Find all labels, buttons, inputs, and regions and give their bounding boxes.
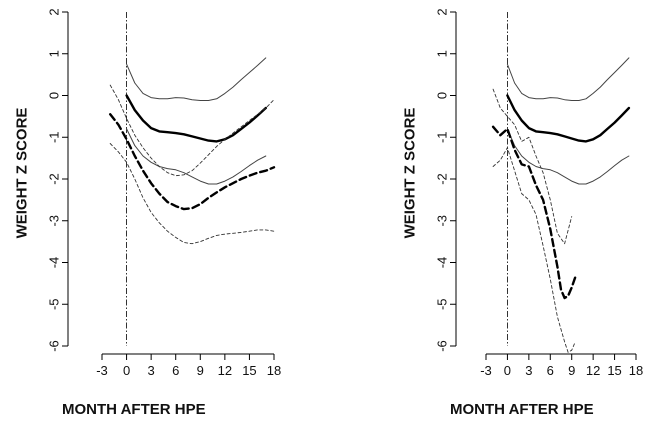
x-tick-label: 0 — [504, 363, 511, 378]
y-axis-title: WEIGHT Z SCORE — [14, 108, 31, 239]
x-tick-label: 12 — [218, 363, 232, 378]
series-line-thin-dashed-upper — [492, 88, 573, 245]
y-tick-label: -1 — [435, 131, 450, 143]
y-tick-label: -6 — [47, 340, 62, 352]
x-axis-title: MONTH AFTER HPE — [62, 401, 206, 418]
y-tick-label: -3 — [47, 215, 62, 227]
y-tick-label: -4 — [47, 257, 62, 269]
x-tick-label: 9 — [568, 363, 575, 378]
x-tick-label: 6 — [547, 363, 554, 378]
left-chart-panel: 2 1 0 -1 -2 -3 -4 -5 -6 -3 0 3 6 9 12 15 18 WEIGHT Z SCOR… — [14, 8, 282, 418]
y-tick-label: -1 — [47, 131, 62, 143]
y-tick-label: 0 — [47, 92, 62, 99]
y-tick-label: -6 — [435, 340, 450, 352]
series-line-thin-dashed-lower — [109, 143, 275, 245]
x-tick-label: 18 — [267, 363, 281, 378]
series-line-thin-dashed-upper — [109, 84, 275, 177]
series-line-thick-solid — [125, 94, 267, 143]
x-tick-label: -3 — [96, 363, 108, 378]
series-line-thin-solid-lower — [506, 128, 630, 185]
y-tick-label: 2 — [47, 8, 62, 15]
y-tick-label: -4 — [435, 257, 450, 269]
x-tick-label: 15 — [242, 363, 256, 378]
series-line-thin-solid-upper — [506, 57, 630, 101]
x-tick-label: 0 — [123, 363, 130, 378]
y-tick-label: -5 — [47, 298, 62, 310]
series-line-thin-solid-lower — [126, 128, 267, 185]
x-axis-title: MONTH AFTER HPE — [450, 401, 594, 418]
series-line-thick-dashed — [491, 125, 577, 300]
x-tick-label: 3 — [148, 363, 155, 378]
series-line-thick-dashed — [108, 113, 276, 211]
x-tick-label: 12 — [586, 363, 600, 378]
x-tick-label: 15 — [607, 363, 621, 378]
y-tick-label: 2 — [435, 8, 450, 15]
series-line-thin-solid-upper — [126, 57, 267, 101]
y-tick-label: -3 — [435, 215, 450, 227]
series-line-thick-solid — [506, 94, 631, 143]
x-tick-label: 3 — [525, 363, 532, 378]
y-tick-label: -5 — [435, 298, 450, 310]
series-line-thin-dashed-lower — [492, 147, 576, 353]
y-tick-label: 1 — [47, 50, 62, 57]
x-tick-label: 18 — [629, 363, 643, 378]
y-tick-label: 1 — [435, 50, 450, 57]
x-tick-label: 6 — [172, 363, 179, 378]
x-tick-label: 9 — [197, 363, 204, 378]
x-tick-label: -3 — [480, 363, 492, 378]
y-tick-label: -2 — [47, 173, 62, 185]
y-tick-label: -2 — [435, 173, 450, 185]
y-axis-title: WEIGHT Z SCORE — [402, 108, 419, 239]
y-tick-label: 0 — [435, 92, 450, 99]
